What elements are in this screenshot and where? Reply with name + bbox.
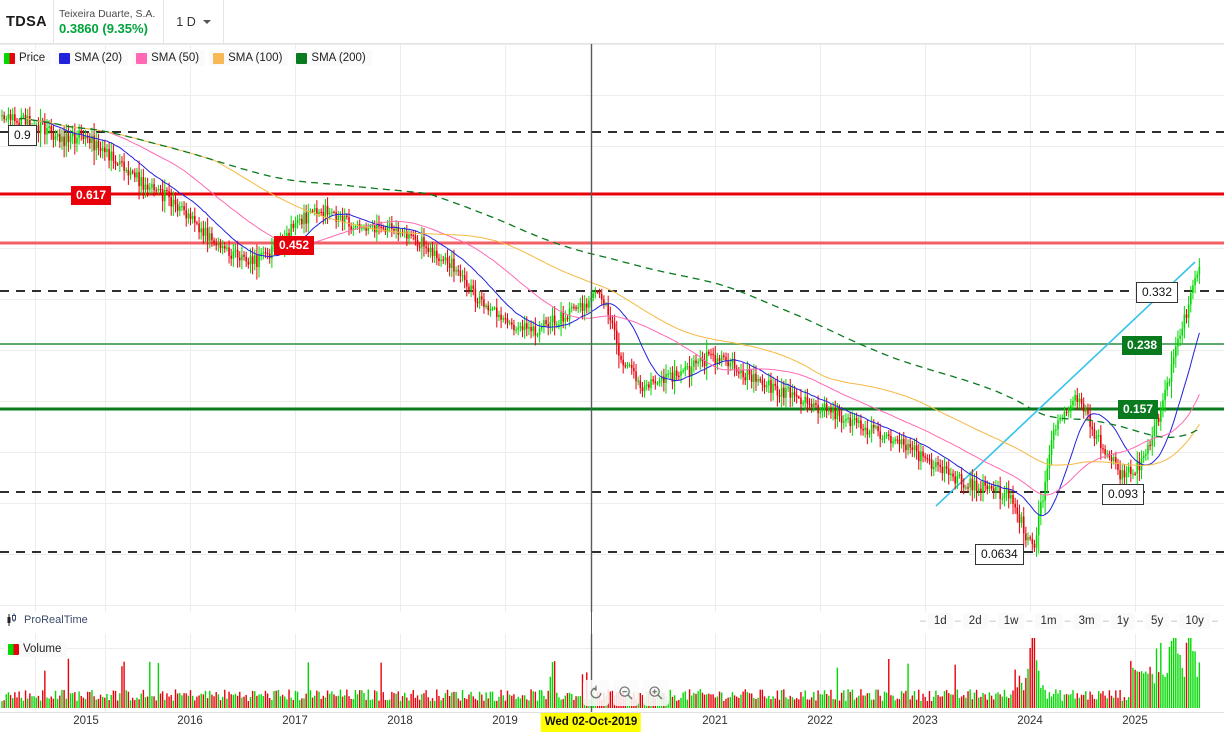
color-swatch-icon bbox=[296, 52, 308, 64]
ticker-symbol-cell[interactable]: TDSA bbox=[0, 0, 54, 43]
ticker-symbol: TDSA bbox=[5, 13, 48, 30]
price-tag-0-093[interactable]: 0.093 bbox=[1102, 484, 1145, 505]
volume-chart-panel[interactable] bbox=[0, 634, 1224, 712]
separator: – bbox=[954, 615, 961, 627]
interval-selector[interactable]: 1 D bbox=[164, 0, 224, 43]
candle-swatch-icon bbox=[8, 643, 19, 655]
x-axis-tick: 2016 bbox=[177, 715, 203, 727]
x-axis-cursor-label: Wed 02-Oct-2019 bbox=[540, 713, 642, 732]
brand-name: ProRealTime bbox=[24, 614, 88, 626]
x-axis[interactable]: 2015 2016 2017 2018 2019 2021 2022 2023 2024 2025… bbox=[0, 712, 1224, 732]
magnifier-plus-icon bbox=[649, 686, 663, 700]
quote-cell[interactable]: Teixeira Duarte, S.A. 0.3860 (9.35%) bbox=[54, 0, 164, 43]
timeframe-button-10y[interactable]: 10y bbox=[1179, 613, 1210, 629]
legend-label: SMA (200) bbox=[311, 52, 366, 64]
legend-label: SMA (20) bbox=[74, 52, 123, 64]
separator: – bbox=[1171, 615, 1178, 627]
x-axis-tick: 2017 bbox=[282, 715, 308, 727]
color-swatch-icon bbox=[213, 52, 225, 64]
x-axis-tick: 2018 bbox=[387, 715, 413, 727]
x-axis-tick: 2025 bbox=[1122, 715, 1148, 727]
crosshair-vertical-line bbox=[591, 612, 593, 634]
prorealtime-logo: ProRealTime bbox=[6, 613, 88, 627]
volume-chart-svg bbox=[0, 634, 1224, 712]
x-axis-tick: 2024 bbox=[1017, 715, 1043, 727]
timeframe-selector: –1d –2d –1w –1m –3m –1y –5y –10y – bbox=[918, 613, 1220, 629]
separator: – bbox=[1064, 615, 1071, 627]
timeframe-button-1d[interactable]: 1d bbox=[927, 613, 953, 629]
separator: – bbox=[1102, 615, 1109, 627]
legend-item-sma50[interactable]: SMA (50) bbox=[132, 50, 206, 66]
legend-item-sma20[interactable]: SMA (20) bbox=[55, 50, 129, 66]
separator: – bbox=[919, 615, 926, 627]
legend-item-price[interactable]: Price bbox=[0, 50, 52, 66]
candle-swatch-icon bbox=[4, 52, 15, 64]
timeframe-button-1y[interactable]: 1y bbox=[1110, 613, 1135, 629]
price-tag-0-452[interactable]: 0.452 bbox=[274, 236, 315, 255]
zoom-out-button[interactable] bbox=[613, 680, 639, 706]
timeframe-button-5y[interactable]: 5y bbox=[1145, 613, 1170, 629]
candlestick-logo-icon bbox=[7, 613, 16, 626]
price-chart-panel[interactable] bbox=[0, 44, 1224, 612]
price-tag-0-238[interactable]: 0.238 bbox=[1122, 336, 1163, 355]
price-tag-0-332[interactable]: 0.332 bbox=[1136, 282, 1179, 303]
price-tag-0-0634[interactable]: 0.0634 bbox=[975, 544, 1024, 565]
legend-label: Volume bbox=[23, 643, 62, 655]
x-axis-tick: 2021 bbox=[702, 715, 728, 727]
legend-item-sma100[interactable]: SMA (100) bbox=[209, 50, 289, 66]
legend-label: SMA (50) bbox=[151, 52, 200, 64]
color-swatch-icon bbox=[59, 52, 71, 64]
legend-item-volume[interactable]: Volume bbox=[4, 641, 68, 657]
timeframe-button-2d[interactable]: 2d bbox=[962, 613, 988, 629]
interval-label: 1 D bbox=[176, 14, 196, 29]
zoom-in-button[interactable] bbox=[643, 680, 669, 706]
reset-zoom-button[interactable] bbox=[583, 680, 609, 706]
separator: – bbox=[1026, 615, 1033, 627]
zoom-controls bbox=[583, 680, 669, 706]
top-toolbar: TDSA Teixeira Duarte, S.A. 0.3860 (9.35%… bbox=[0, 0, 1224, 44]
chevron-down-icon bbox=[202, 19, 211, 24]
x-axis-tick: 2015 bbox=[73, 715, 99, 727]
x-axis-tick: 2022 bbox=[807, 715, 833, 727]
magnifier-minus-icon bbox=[619, 686, 633, 700]
separator: – bbox=[1136, 615, 1144, 627]
separator: – bbox=[1211, 615, 1218, 627]
company-name: Teixeira Duarte, S.A. bbox=[59, 7, 156, 20]
legend-label: SMA (100) bbox=[228, 52, 283, 64]
separator: – bbox=[989, 615, 996, 627]
legend-label: Price bbox=[19, 52, 46, 64]
x-axis-tick: 2019 bbox=[492, 715, 518, 727]
timeframe-button-1w[interactable]: 1w bbox=[997, 613, 1025, 629]
price-tag-0-157[interactable]: 0.157 bbox=[1118, 400, 1159, 419]
price-tag-0-9[interactable]: 0.9 bbox=[8, 125, 37, 146]
timeframe-button-1m[interactable]: 1m bbox=[1034, 613, 1063, 629]
branding-strip bbox=[0, 612, 1224, 634]
indicator-legend: Price SMA (20) SMA (50) SMA (100) SMA (2… bbox=[0, 48, 372, 68]
color-swatch-icon bbox=[136, 52, 148, 64]
price-tag-0-617[interactable]: 0.617 bbox=[71, 186, 112, 205]
legend-item-sma200[interactable]: SMA (200) bbox=[292, 50, 372, 66]
undo-icon bbox=[590, 685, 602, 699]
last-price-change: 0.3860 (9.35%) bbox=[59, 20, 148, 36]
x-axis-tick: 2023 bbox=[912, 715, 938, 727]
price-chart-svg bbox=[0, 44, 1224, 612]
timeframe-button-3m[interactable]: 3m bbox=[1072, 613, 1101, 629]
